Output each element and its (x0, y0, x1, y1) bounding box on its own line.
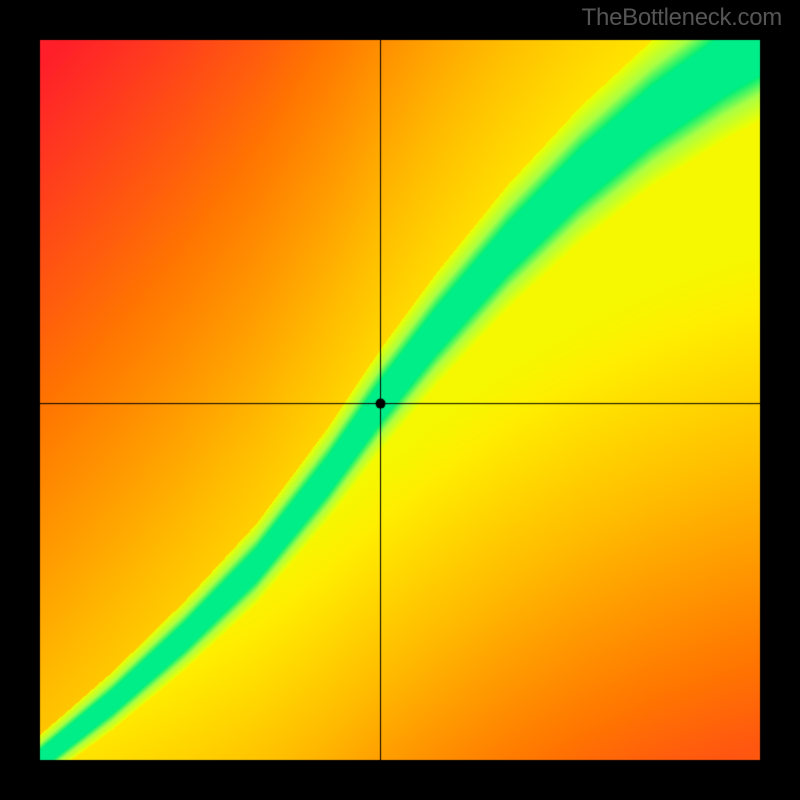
chart-container: TheBottleneck.com (0, 0, 800, 800)
watermark-text: TheBottleneck.com (582, 4, 782, 32)
heatmap-canvas (0, 0, 800, 800)
